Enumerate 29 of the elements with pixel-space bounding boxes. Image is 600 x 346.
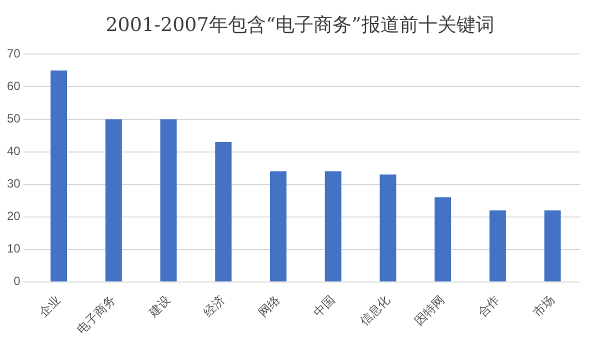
bar (50, 70, 68, 282)
bar (544, 210, 561, 282)
bar (105, 119, 122, 282)
bar (324, 171, 342, 282)
bar (270, 171, 286, 282)
bar (489, 210, 506, 282)
y-tick-label: 10 (6, 242, 21, 256)
bar (160, 119, 177, 282)
y-tick-label: 70 (6, 46, 21, 61)
x-tick-label: 建设 (145, 292, 173, 320)
y-tick-label: 60 (6, 79, 21, 94)
bar (380, 174, 396, 282)
x-tick-label: 网络 (256, 292, 283, 320)
bar (215, 142, 232, 282)
x-tick-label: 因特网 (412, 292, 448, 328)
y-tick-label: 50 (6, 112, 21, 126)
x-tick-label: 信息化 (357, 292, 392, 328)
y-tick-label: 30 (6, 176, 21, 191)
chart-title: 2001-2007年包含“电子商务”报道前十关键词 (104, 13, 496, 38)
x-tick-label: 企业 (36, 292, 64, 320)
x-tick-label: 中国 (310, 292, 338, 320)
y-tick-label: 0 (14, 274, 21, 288)
x-tick-label: 合作 (475, 292, 502, 320)
x-tick-label: 经济 (200, 292, 228, 320)
y-tick-label: 20 (6, 209, 21, 224)
x-tick-label: 电子商务 (74, 292, 118, 336)
x-tick-label: 市场 (530, 292, 558, 320)
y-tick-label: 40 (6, 144, 21, 158)
bar (434, 197, 452, 282)
